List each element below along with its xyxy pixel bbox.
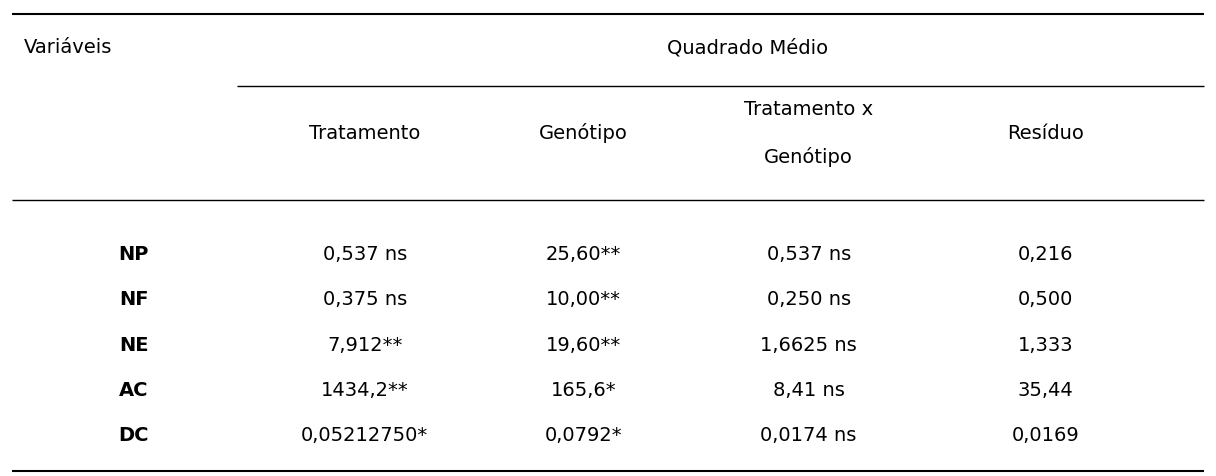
Text: 1,6625 ns: 1,6625 ns <box>760 336 857 355</box>
Text: 35,44: 35,44 <box>1018 381 1074 400</box>
Text: NF: NF <box>119 290 148 309</box>
Text: NP: NP <box>119 245 148 264</box>
Text: Variáveis: Variáveis <box>24 38 113 57</box>
Text: DC: DC <box>118 426 150 445</box>
Text: NE: NE <box>119 336 148 355</box>
Text: Quadrado Médio: Quadrado Médio <box>668 38 828 57</box>
Text: 0,537 ns: 0,537 ns <box>322 245 407 264</box>
Text: 7,912**: 7,912** <box>327 336 402 355</box>
Text: Genótipo: Genótipo <box>764 147 854 167</box>
Text: 0,375 ns: 0,375 ns <box>322 290 407 309</box>
Text: 0,05212750*: 0,05212750* <box>302 426 428 445</box>
Text: Genótipo: Genótipo <box>539 123 629 143</box>
Text: 0,0792*: 0,0792* <box>545 426 623 445</box>
Text: 0,216: 0,216 <box>1018 245 1074 264</box>
Text: 1,333: 1,333 <box>1018 336 1074 355</box>
Text: 165,6*: 165,6* <box>551 381 617 400</box>
Text: 8,41 ns: 8,41 ns <box>772 381 845 400</box>
Text: Tratamento: Tratamento <box>309 124 421 143</box>
Text: AC: AC <box>119 381 148 400</box>
Text: 0,0174 ns: 0,0174 ns <box>760 426 857 445</box>
Text: 1434,2**: 1434,2** <box>321 381 409 400</box>
Text: Resíduo: Resíduo <box>1007 124 1085 143</box>
Text: Tratamento x: Tratamento x <box>744 100 873 119</box>
Text: 0,537 ns: 0,537 ns <box>766 245 851 264</box>
Text: 10,00**: 10,00** <box>546 290 621 309</box>
Text: 25,60**: 25,60** <box>546 245 621 264</box>
Text: 0,0169: 0,0169 <box>1012 426 1080 445</box>
Text: 0,500: 0,500 <box>1018 290 1074 309</box>
Text: 0,250 ns: 0,250 ns <box>766 290 851 309</box>
Text: 19,60**: 19,60** <box>546 336 621 355</box>
